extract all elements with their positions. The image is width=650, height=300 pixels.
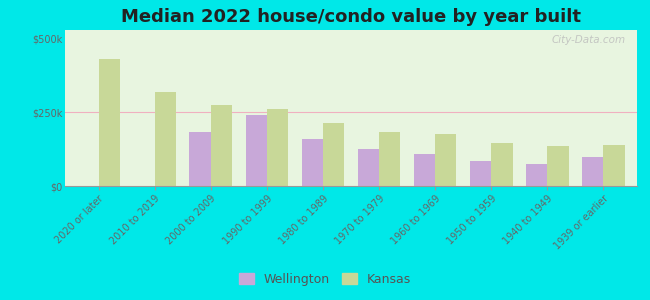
Bar bbox=[470, 161, 491, 186]
Bar bbox=[379, 131, 400, 186]
Bar bbox=[603, 145, 625, 186]
Bar bbox=[211, 105, 232, 186]
Bar bbox=[155, 92, 176, 186]
Bar bbox=[582, 157, 603, 186]
Bar bbox=[302, 139, 323, 186]
Bar bbox=[547, 146, 569, 186]
Bar bbox=[99, 59, 120, 186]
Bar bbox=[435, 134, 456, 186]
Legend: Wellington, Kansas: Wellington, Kansas bbox=[233, 268, 417, 291]
Bar bbox=[526, 164, 547, 186]
Bar bbox=[323, 123, 345, 186]
Bar bbox=[491, 143, 512, 186]
Bar bbox=[414, 154, 435, 186]
Bar bbox=[358, 149, 379, 186]
Text: City-Data.com: City-Data.com bbox=[551, 35, 625, 45]
Bar bbox=[190, 131, 211, 186]
Bar bbox=[246, 115, 267, 186]
Title: Median 2022 house/condo value by year built: Median 2022 house/condo value by year bu… bbox=[121, 8, 581, 26]
Bar bbox=[267, 110, 288, 186]
